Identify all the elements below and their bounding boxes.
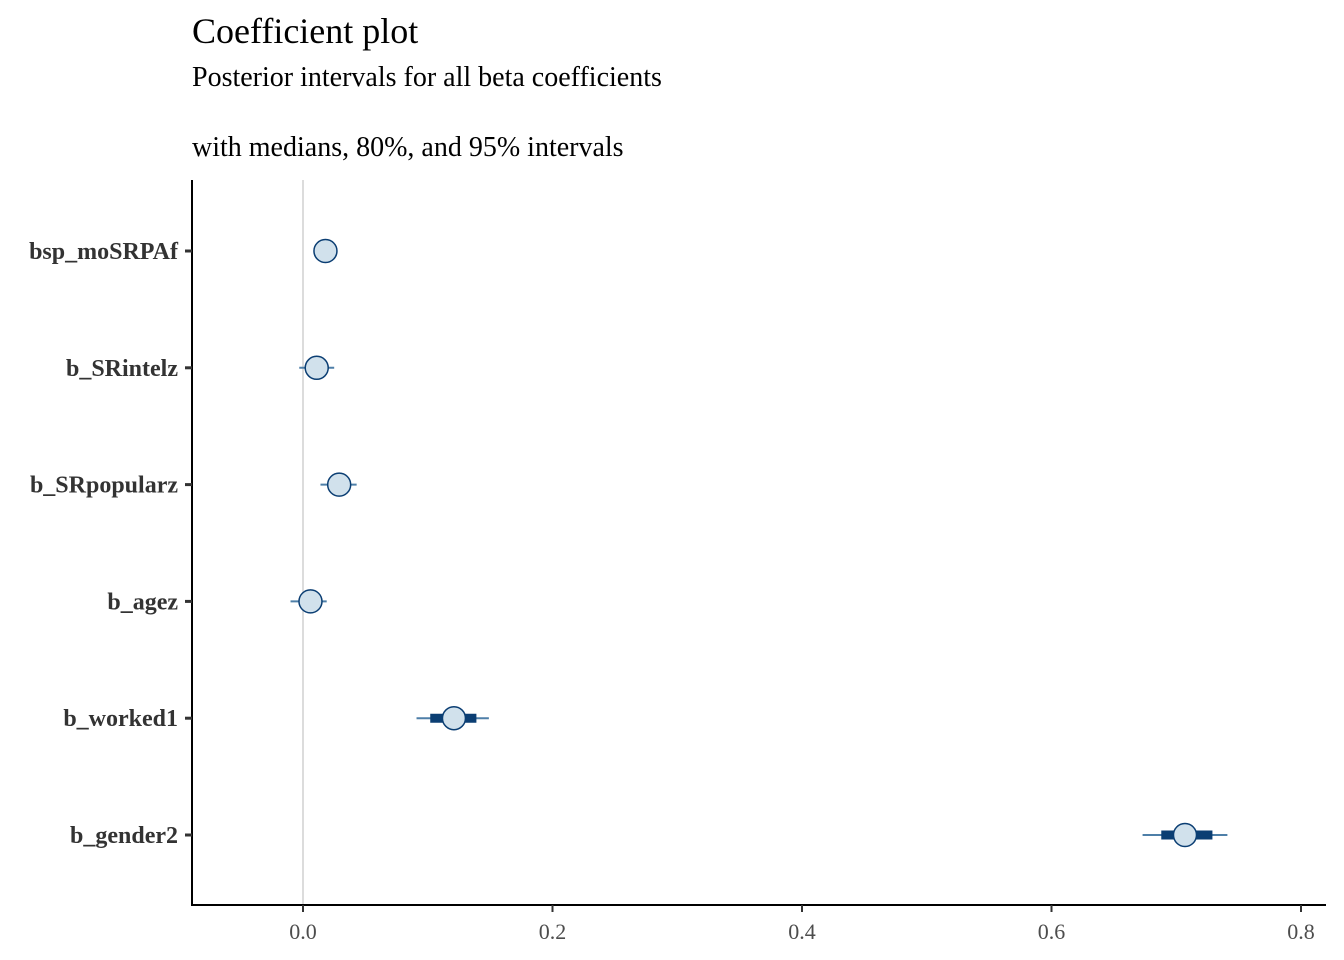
median-point — [298, 589, 323, 614]
chart-subtitle-line-2: with medians, 80%, and 95% intervals — [192, 132, 624, 163]
median-point — [326, 472, 352, 497]
y-tick-label: b_gender2 — [70, 823, 178, 849]
x-tick-label: 0.0 — [289, 919, 317, 944]
x-tick-label: 0.4 — [788, 919, 816, 944]
x-tick-label: 0.8 — [1287, 919, 1315, 944]
y-tick-label: b_agez — [107, 589, 178, 615]
y-tick-label: b_worked1 — [63, 706, 178, 732]
y-tick-label: bsp_moSRPAf — [29, 239, 179, 265]
chart-subtitle-line-1: Posterior intervals for all beta coeffic… — [192, 62, 662, 93]
median-point — [313, 238, 338, 264]
median-point — [441, 705, 467, 731]
median-point — [1172, 822, 1198, 848]
y-tick-label: b_SRintelz — [66, 356, 178, 382]
y-tick-label: b_SRpopularz — [30, 473, 178, 499]
x-tick-label: 0.6 — [1038, 919, 1066, 944]
x-tick-label: 0.2 — [539, 919, 567, 944]
chart-title: Coefficient plot — [192, 11, 419, 51]
median-point — [304, 355, 329, 381]
